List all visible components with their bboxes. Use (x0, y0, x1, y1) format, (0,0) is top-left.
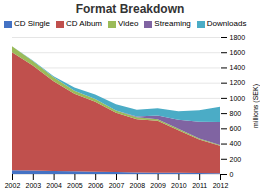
html-text:Downloads: Downloads (206, 19, 247, 28)
svg-text:2005: 2005 (67, 182, 83, 189)
svg-text:2008: 2008 (130, 182, 146, 189)
svg-text:2012: 2012 (213, 182, 229, 189)
svg-text:1600: 1600 (230, 49, 246, 56)
svg-text:600: 600 (230, 125, 242, 132)
svg-text:2011: 2011 (192, 182, 207, 189)
svg-text:1200: 1200 (230, 79, 246, 86)
svg-text:millions (SEK): millions (SEK) (252, 84, 260, 128)
svg-text:1800: 1800 (230, 34, 246, 41)
svg-text:2002: 2002 (5, 182, 21, 189)
svg-text:2004: 2004 (46, 182, 62, 189)
svg-text:200: 200 (230, 156, 242, 163)
svg-text:1400: 1400 (230, 64, 246, 71)
svg-text:800: 800 (230, 110, 242, 117)
svg-text:2009: 2009 (150, 182, 166, 189)
html-text:Video: Video (118, 19, 139, 28)
html-text:CD Album: CD Album (66, 19, 102, 28)
html-text:Streaming: Streaming (154, 19, 191, 28)
svg-text:2006: 2006 (88, 182, 104, 189)
svg-text:1000: 1000 (230, 95, 246, 102)
svg-text:2007: 2007 (109, 182, 125, 189)
html-text:CD Single: CD Single (14, 19, 50, 28)
svg-text:2010: 2010 (171, 182, 187, 189)
svg-text:2003: 2003 (26, 182, 42, 189)
html-text:Format Breakdown: Format Breakdown (75, 2, 185, 16)
svg-text:0: 0 (230, 171, 234, 178)
svg-text:400: 400 (230, 140, 242, 147)
